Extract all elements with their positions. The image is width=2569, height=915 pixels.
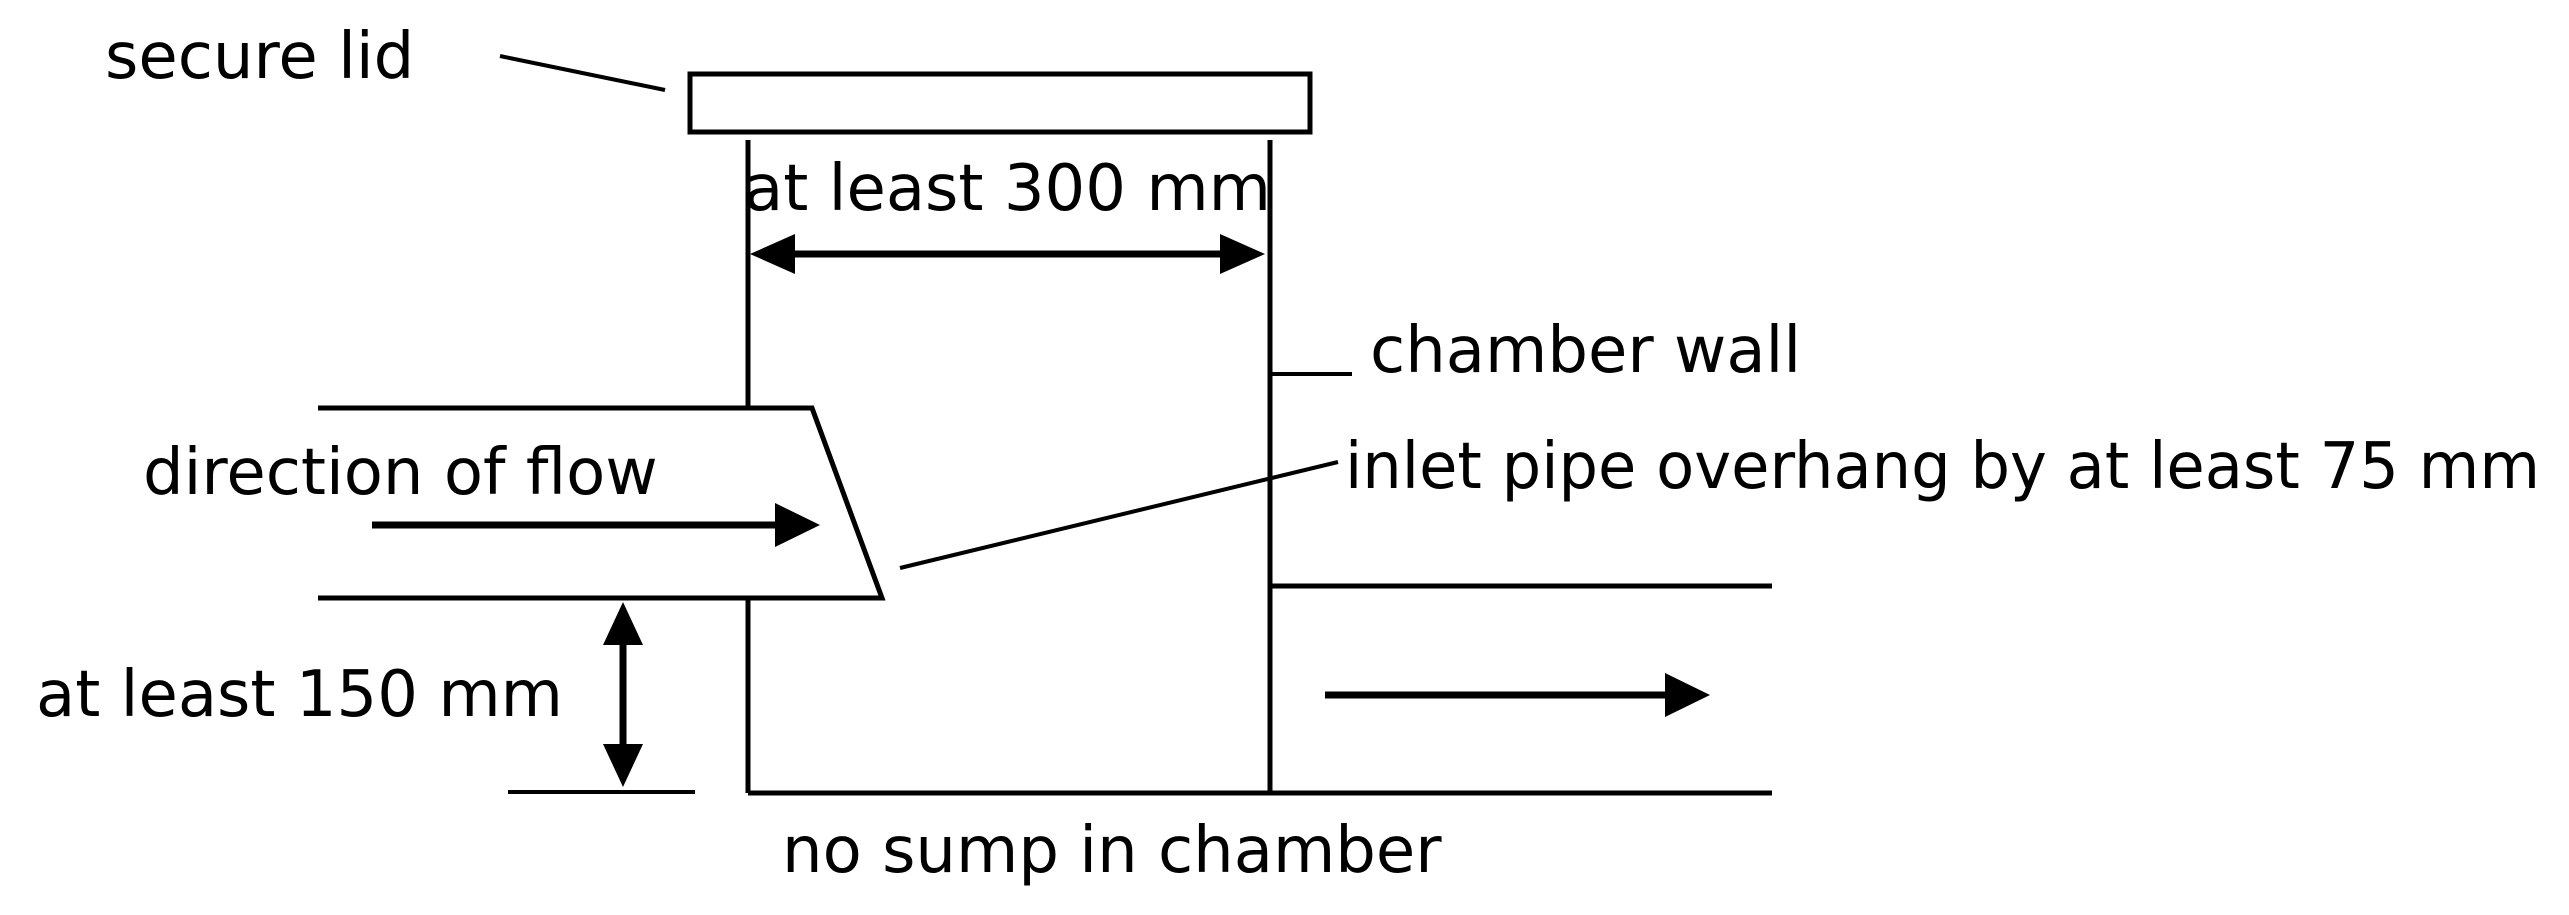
lid-leader-line	[499, 54, 666, 92]
width-arrowhead-left	[750, 234, 795, 274]
overhang-leader-line	[899, 460, 1339, 570]
inlet-pipe	[318, 405, 886, 601]
drop-arrowhead-top	[603, 602, 643, 645]
chamber-lid	[687, 71, 1313, 135]
drop-height-label: at least 150 mm	[36, 658, 563, 732]
outlet-flow-arrowhead	[1665, 673, 1710, 717]
chamber-wall-label: chamber wall	[1370, 314, 1801, 388]
direction-of-flow-label: direction of flow	[143, 436, 658, 510]
drop-arrowhead-bottom	[603, 744, 643, 787]
secure-lid-label: secure lid	[105, 20, 414, 94]
width-arrowhead-right	[1220, 234, 1265, 274]
no-sump-label: no sump in chamber	[782, 814, 1442, 888]
inlet-flow-arrowhead	[775, 503, 820, 547]
width-label: at least 300 mm	[744, 152, 1271, 226]
inlet-overhang-label: inlet pipe overhang by at least 75 mm	[1345, 430, 2540, 504]
